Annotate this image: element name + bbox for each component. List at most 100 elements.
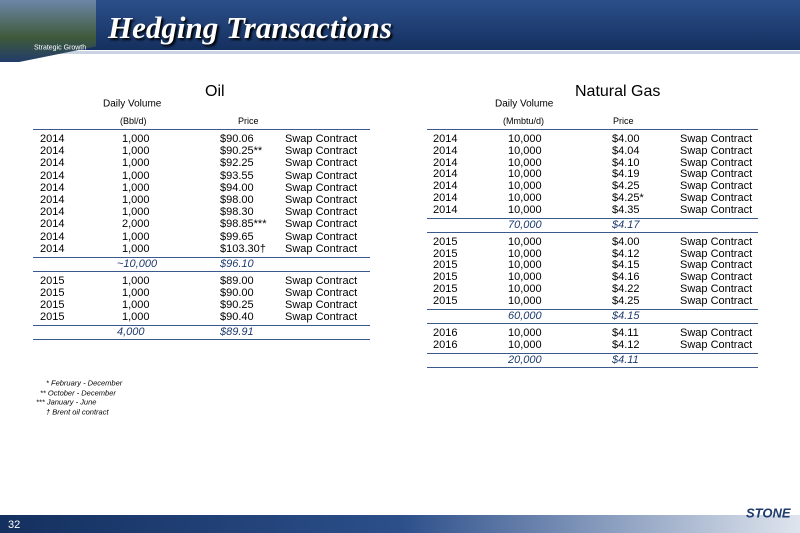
price: $4.12 xyxy=(612,247,640,260)
year: 2015 xyxy=(433,283,458,295)
total-price: $4.11 xyxy=(612,353,639,366)
volume: 1,000 xyxy=(122,145,150,158)
price: $4.00 xyxy=(612,133,640,145)
price: $92.25 xyxy=(220,157,254,170)
table-rule xyxy=(427,217,758,219)
volume: 10,000 xyxy=(508,235,542,248)
contract: Swap Contract xyxy=(680,338,753,351)
price: $99.65 xyxy=(220,230,254,243)
volume: 1,000 xyxy=(122,181,150,194)
price: $4.11 xyxy=(612,326,639,339)
contract: Swap Contract xyxy=(680,168,753,181)
contract: Swap Contract xyxy=(680,144,753,157)
volume: 1,000 xyxy=(122,230,150,243)
footer-logo: STONE xyxy=(746,505,791,521)
contract: Swap Contract xyxy=(285,274,358,287)
table-rule xyxy=(427,322,758,324)
price: $90.25** xyxy=(220,145,263,158)
volume: 10,000 xyxy=(508,192,542,204)
volume: 2,000 xyxy=(122,218,150,231)
total-volume: 70,000 xyxy=(508,218,542,231)
price: $103.30† xyxy=(220,242,266,255)
year: 2015 xyxy=(433,247,458,260)
contract: Swap Contract xyxy=(680,283,753,295)
year: 2016 xyxy=(433,338,458,351)
volume: 10,000 xyxy=(508,247,542,260)
contract: Swap Contract xyxy=(680,294,753,307)
table-rule xyxy=(33,270,370,272)
section-title: Natural Gas xyxy=(575,83,661,100)
year: 2015 xyxy=(40,287,65,299)
price: $4.35 xyxy=(612,203,640,216)
price: $4.15 xyxy=(612,259,640,272)
footnote: ** October - December xyxy=(40,388,116,398)
price: $90.25 xyxy=(220,299,254,312)
column-header: Price xyxy=(613,116,634,126)
price: $94.00 xyxy=(220,181,254,194)
year: 2014 xyxy=(433,180,458,193)
price: $90.00 xyxy=(220,287,254,299)
header-rule xyxy=(0,51,800,54)
year: 2015 xyxy=(40,311,65,324)
total-volume: 60,000 xyxy=(508,309,542,322)
total-price: $96.10 xyxy=(220,257,254,270)
year: 2014 xyxy=(40,242,65,255)
contract: Swap Contract xyxy=(285,242,358,255)
price: $4.04 xyxy=(612,144,640,157)
column-header: Daily Volume xyxy=(103,98,162,110)
year: 2014 xyxy=(433,168,458,181)
year: 2014 xyxy=(433,156,458,169)
volume: 10,000 xyxy=(508,259,542,272)
total-price: $4.17 xyxy=(612,218,640,231)
slide-title: Hedging Transactions xyxy=(108,10,392,45)
footer-bar xyxy=(0,515,800,533)
column-header: (Bbl/d) xyxy=(120,116,147,126)
price: $4.10 xyxy=(612,156,640,169)
year: 2014 xyxy=(40,218,65,231)
price: $4.19 xyxy=(612,168,640,181)
table-rule xyxy=(33,256,370,258)
volume: 10,000 xyxy=(508,168,542,181)
table-rule xyxy=(427,366,758,368)
table-rule xyxy=(427,231,758,233)
total-volume: 20,000 xyxy=(508,353,542,366)
total-volume: 4,000 xyxy=(117,326,145,339)
year: 2015 xyxy=(433,271,458,284)
volume: 1,000 xyxy=(122,133,150,145)
contract: Swap Contract xyxy=(680,271,753,284)
year: 2015 xyxy=(433,235,458,248)
volume: 1,000 xyxy=(122,287,150,299)
contract: Swap Contract xyxy=(680,247,753,260)
volume: 1,000 xyxy=(122,206,150,219)
column-header: Daily Volume xyxy=(495,98,554,110)
year: 2014 xyxy=(433,144,458,157)
footnote: *** January - June xyxy=(36,397,97,407)
total-price: $89.91 xyxy=(220,326,254,339)
year: 2015 xyxy=(433,259,458,272)
table-rule xyxy=(427,129,758,130)
contract: Swap Contract xyxy=(680,259,753,272)
volume: 1,000 xyxy=(122,157,150,170)
volume: 10,000 xyxy=(508,271,542,284)
year: 2014 xyxy=(40,169,65,182)
volume: 1,000 xyxy=(122,169,150,182)
footnote: † Brent oil contract xyxy=(46,407,109,417)
year: 2014 xyxy=(433,133,458,145)
contract: Swap Contract xyxy=(680,156,753,169)
price: $90.06 xyxy=(220,133,254,145)
volume: 1,000 xyxy=(122,194,150,206)
contract: Swap Contract xyxy=(285,287,358,299)
price: $93.55 xyxy=(220,169,254,182)
volume: 10,000 xyxy=(508,203,542,216)
contract: Swap Contract xyxy=(680,133,753,145)
price: $4.16 xyxy=(612,271,640,284)
contract: Swap Contract xyxy=(285,299,358,312)
footnote: * February - December xyxy=(46,378,123,388)
contract: Swap Contract xyxy=(680,192,753,204)
contract: Swap Contract xyxy=(680,180,753,193)
volume: 10,000 xyxy=(508,133,542,145)
contract: Swap Contract xyxy=(680,203,753,216)
contract: Swap Contract xyxy=(285,311,358,324)
volume: 1,000 xyxy=(122,311,150,324)
